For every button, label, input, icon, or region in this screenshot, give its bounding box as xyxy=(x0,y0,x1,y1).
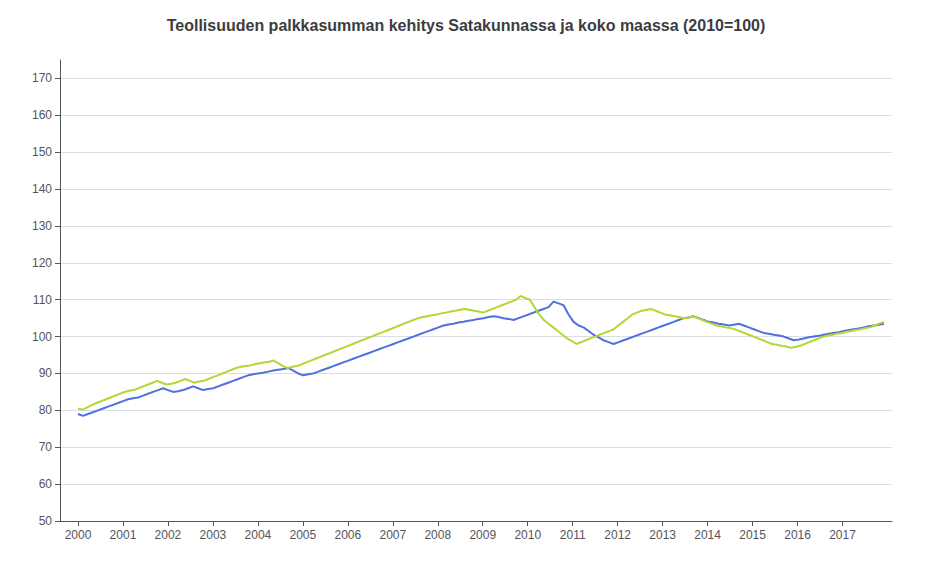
svg-text:2016: 2016 xyxy=(784,528,811,542)
svg-text:2008: 2008 xyxy=(424,528,451,542)
svg-text:70: 70 xyxy=(39,440,53,454)
svg-text:170: 170 xyxy=(32,71,52,85)
svg-text:50: 50 xyxy=(39,514,53,528)
svg-text:80: 80 xyxy=(39,403,53,417)
svg-text:120: 120 xyxy=(32,256,52,270)
svg-text:90: 90 xyxy=(39,366,53,380)
svg-text:2001: 2001 xyxy=(110,528,137,542)
svg-text:2009: 2009 xyxy=(469,528,496,542)
svg-text:Teollisuuden palkkasumman kehi: Teollisuuden palkkasumman kehitys Sataku… xyxy=(167,17,766,34)
svg-text:2005: 2005 xyxy=(290,528,317,542)
svg-text:130: 130 xyxy=(32,219,52,233)
svg-text:2011: 2011 xyxy=(560,528,586,542)
svg-text:2012: 2012 xyxy=(604,528,631,542)
svg-text:2014: 2014 xyxy=(694,528,721,542)
svg-text:2004: 2004 xyxy=(245,528,272,542)
svg-text:140: 140 xyxy=(32,182,52,196)
svg-text:2015: 2015 xyxy=(739,528,766,542)
svg-text:2010: 2010 xyxy=(514,528,541,542)
svg-text:60: 60 xyxy=(39,477,53,491)
svg-text:150: 150 xyxy=(32,145,52,159)
svg-text:2003: 2003 xyxy=(200,528,227,542)
svg-text:100: 100 xyxy=(32,330,52,344)
svg-text:110: 110 xyxy=(33,293,52,307)
svg-text:2000: 2000 xyxy=(65,528,92,542)
svg-text:160: 160 xyxy=(32,108,52,122)
svg-text:2002: 2002 xyxy=(155,528,182,542)
svg-text:2006: 2006 xyxy=(334,528,361,542)
svg-text:2007: 2007 xyxy=(379,528,406,542)
svg-text:2013: 2013 xyxy=(649,528,676,542)
svg-text:2017: 2017 xyxy=(829,528,856,542)
